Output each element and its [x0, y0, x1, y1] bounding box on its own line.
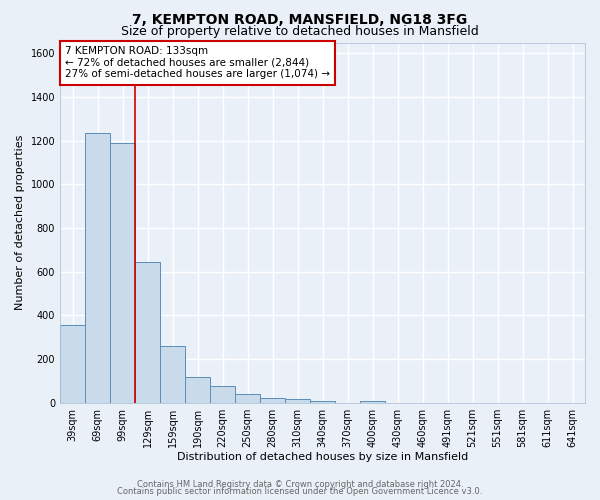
Bar — [135, 262, 160, 402]
Text: Size of property relative to detached houses in Mansfield: Size of property relative to detached ho… — [121, 25, 479, 38]
Bar — [85, 133, 110, 402]
Y-axis label: Number of detached properties: Number of detached properties — [15, 135, 25, 310]
Bar — [360, 400, 385, 402]
Bar — [185, 376, 210, 402]
Bar — [310, 400, 335, 402]
Bar — [110, 143, 135, 403]
Bar — [285, 400, 310, 402]
Text: 7 KEMPTON ROAD: 133sqm
← 72% of detached houses are smaller (2,844)
27% of semi-: 7 KEMPTON ROAD: 133sqm ← 72% of detached… — [65, 46, 330, 80]
Text: Contains HM Land Registry data © Crown copyright and database right 2024.: Contains HM Land Registry data © Crown c… — [137, 480, 463, 489]
Bar — [160, 346, 185, 403]
Bar — [60, 325, 85, 402]
X-axis label: Distribution of detached houses by size in Mansfield: Distribution of detached houses by size … — [177, 452, 468, 462]
Bar — [235, 394, 260, 402]
Text: 7, KEMPTON ROAD, MANSFIELD, NG18 3FG: 7, KEMPTON ROAD, MANSFIELD, NG18 3FG — [133, 12, 467, 26]
Text: Contains public sector information licensed under the Open Government Licence v3: Contains public sector information licen… — [118, 487, 482, 496]
Bar — [260, 398, 285, 402]
Bar — [210, 386, 235, 402]
